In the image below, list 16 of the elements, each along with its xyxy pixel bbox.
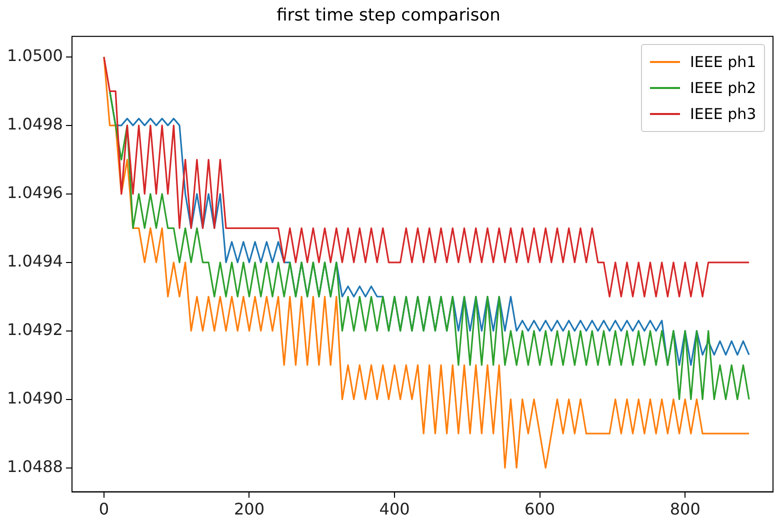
y-tick-label: 1.0492 bbox=[7, 320, 63, 340]
y-tick-label: 1.0500 bbox=[7, 46, 63, 66]
chart-title: first time step comparison bbox=[276, 6, 500, 26]
x-tick-label: 200 bbox=[234, 500, 265, 519]
y-tick-label: 1.0494 bbox=[7, 252, 63, 271]
legend-label: IEEE ph1 bbox=[690, 52, 756, 74]
legend-label: IEEE ph3 bbox=[690, 104, 756, 126]
y-tick-label: 1.0488 bbox=[7, 456, 63, 476]
x-tick-label: 0 bbox=[98, 500, 110, 519]
x-tick-label: 400 bbox=[379, 500, 410, 519]
y-tick-label: 1.0496 bbox=[7, 183, 63, 202]
x-tick-label: 600 bbox=[524, 500, 556, 519]
x-tick-label: 800 bbox=[670, 500, 700, 519]
legend-label: IEEE ph2 bbox=[690, 78, 756, 100]
y-tick-label: 1.0498 bbox=[7, 114, 63, 134]
y-tick-label: 1.0490 bbox=[7, 388, 63, 408]
